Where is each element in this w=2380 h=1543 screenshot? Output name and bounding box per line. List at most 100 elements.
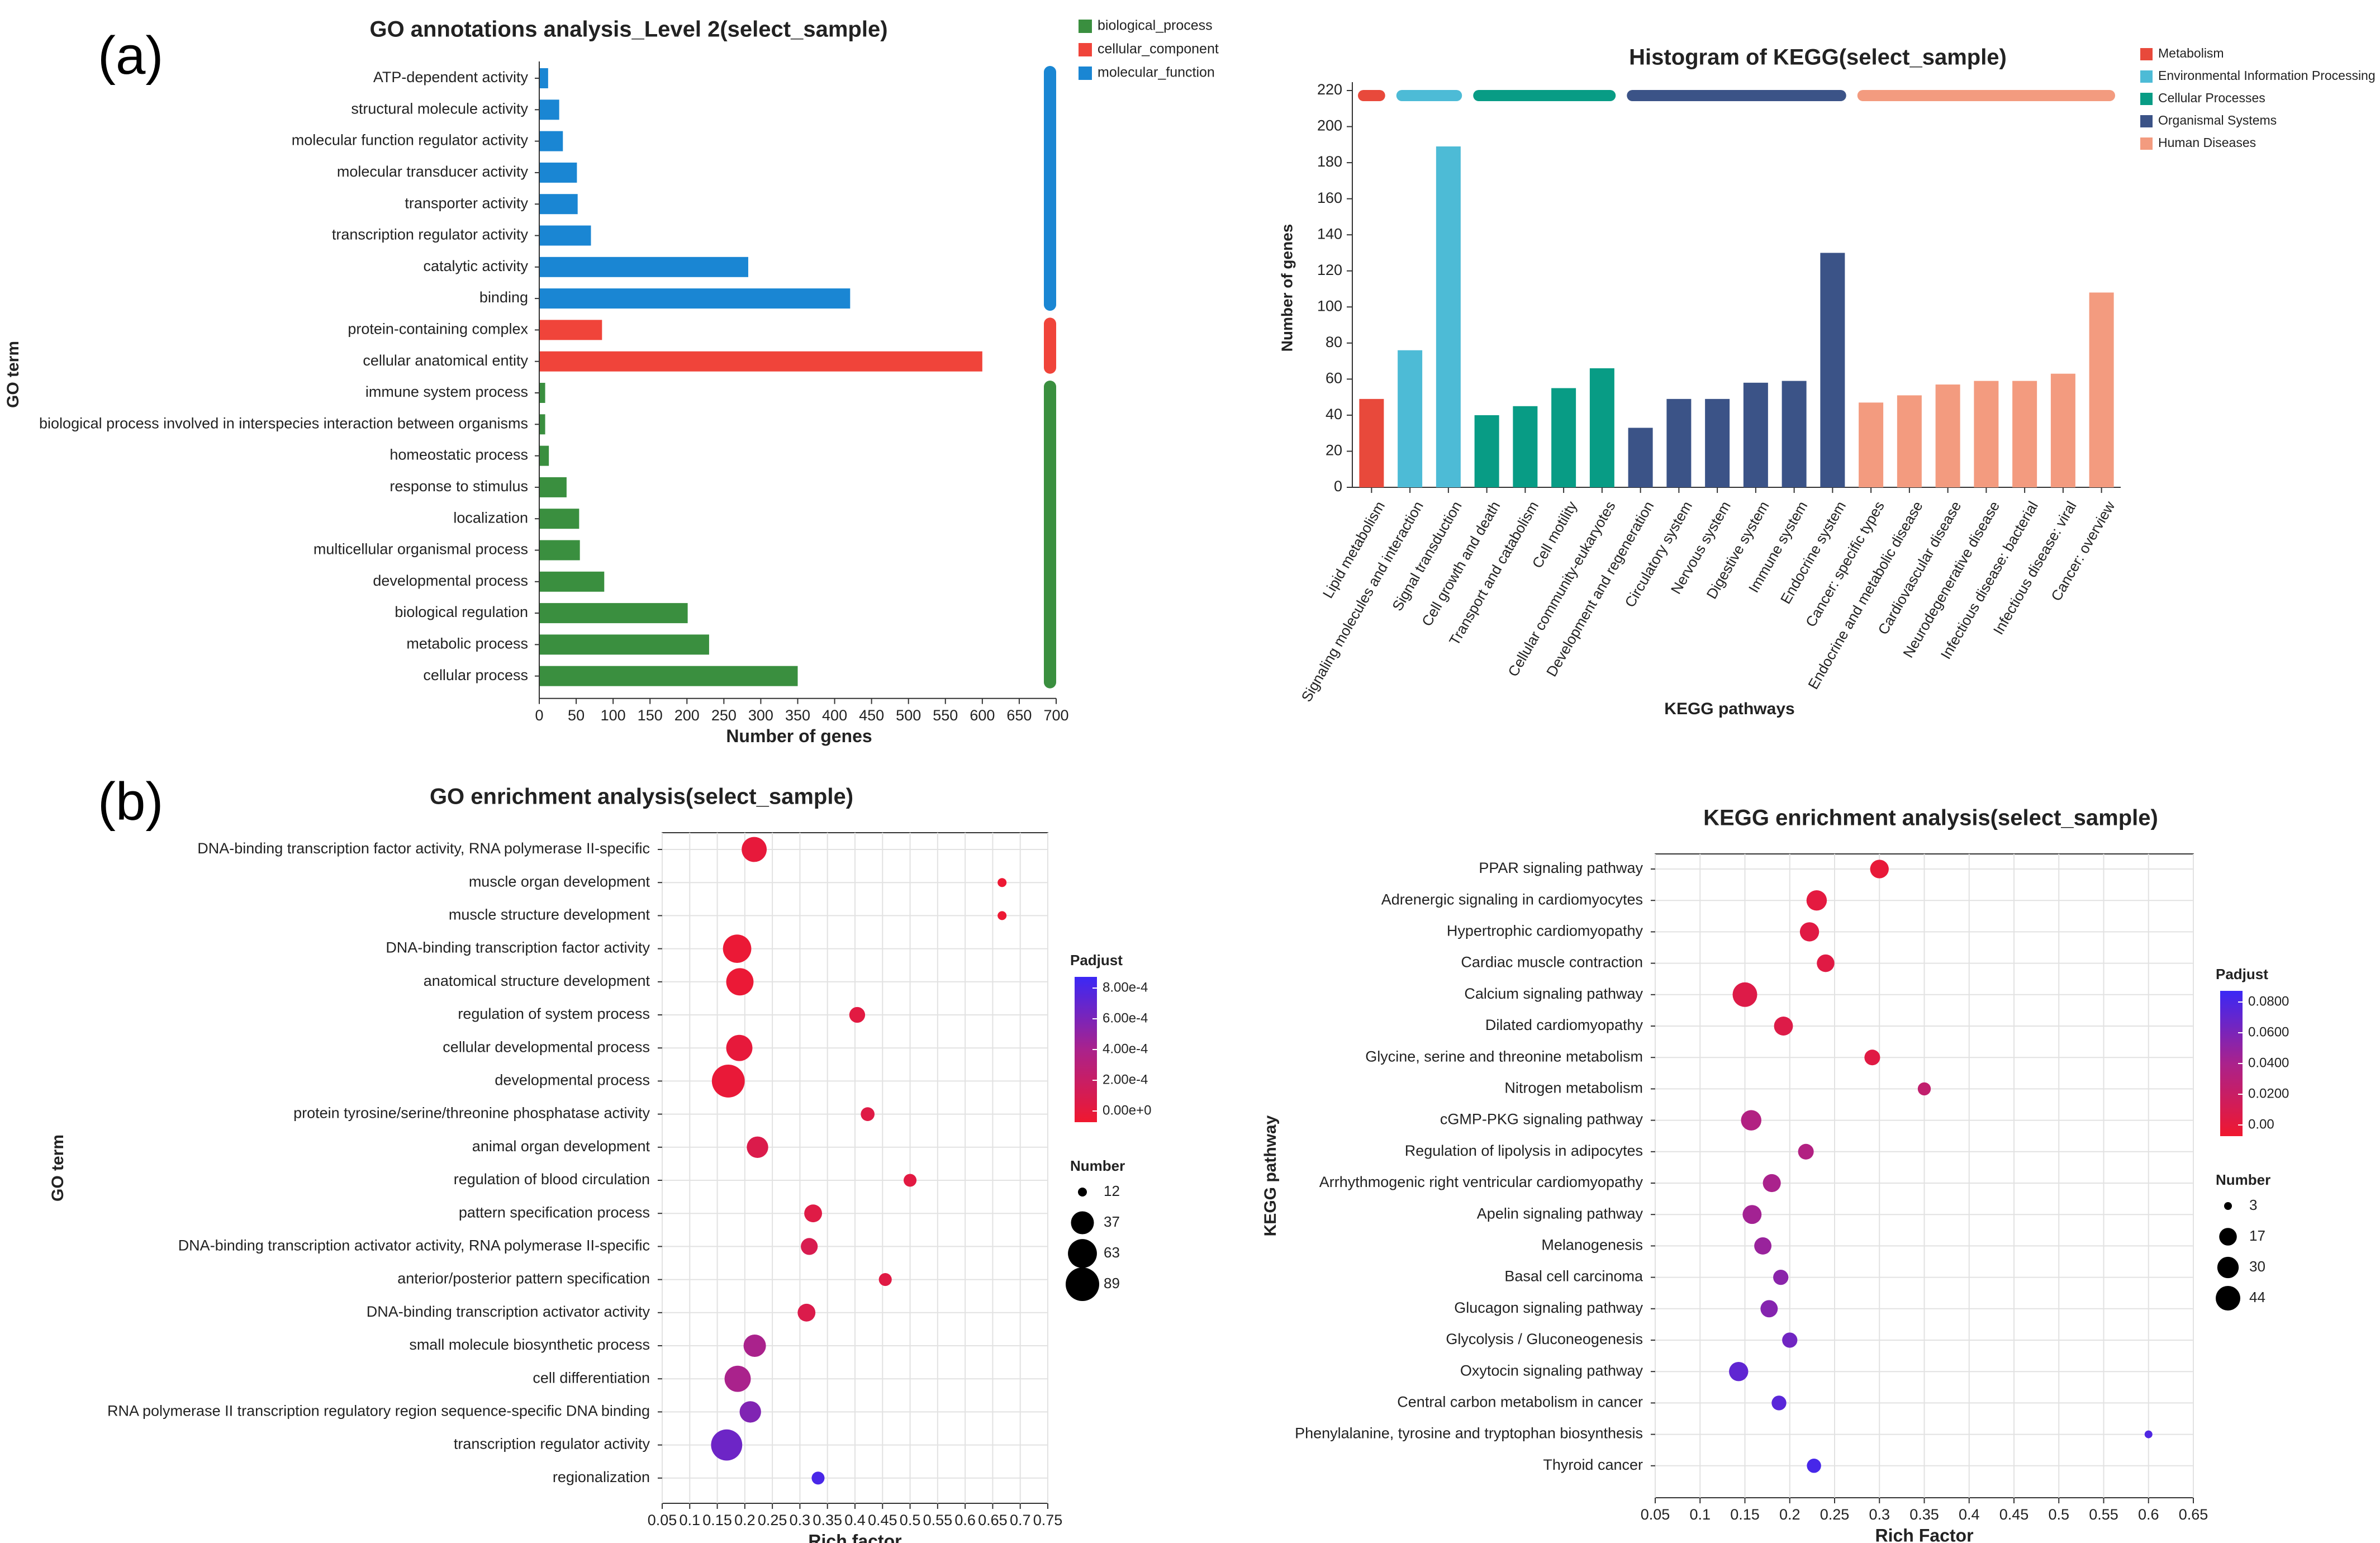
kegg-enrich-colorbar-label: 0.0800 [2248,994,2289,1009]
go-enrich-point [801,1238,818,1255]
go-enrich-y-label: muscle organ development [469,873,650,890]
kegg-enrich-size-swatch [2217,1256,2239,1279]
go-enrich-y-axis-label: GO term [49,1134,67,1202]
kegg-enrich-colorbar-label: 0.0200 [2248,1086,2289,1101]
kegg-enrich-y-axis-label: KEGG pathway [1261,1115,1280,1236]
go-enrich-y-label: pattern specification process [459,1204,650,1221]
go-enrich-y-label: regulation of system process [458,1005,650,1022]
go-enrich-point [849,1006,866,1023]
go-annot-y-label: catalytic activity [423,258,528,274]
go-annot-bar [539,477,567,497]
kegg-enrich-y-label: Glycolysis / Gluconeogenesis [1446,1331,1643,1347]
kegg-enrich-point [1917,1082,1931,1096]
kegg-enrich-point [1771,1395,1787,1411]
kegg-enrich-y-label: Phenylalanine, tyrosine and tryptophan b… [1295,1425,1643,1442]
go-enrich-y-label: anterior/posterior pattern specification [397,1270,650,1287]
kegg-hist-x-tick-label: Signal transduction [1389,498,1465,614]
go-annot-y-label: protein-containing complex [348,321,528,338]
go-enrich-point [711,1064,745,1098]
go-enrich-y-label: cellular developmental process [443,1038,650,1055]
go-enrich-size-label: 12 [1104,1183,1120,1199]
go-annot-y-label: biological regulation [395,604,528,620]
kegg-hist-legend-swatch [2140,93,2153,105]
go-annot-bar [539,445,549,466]
kegg-enrich-x-tick-label: 0.2 [1779,1506,1801,1523]
kegg-hist-title: Histogram of KEGG(select_sample) [1629,45,2007,70]
kegg-enrich-point [1799,922,1820,942]
kegg-enrich-y-label: cGMP-PKG signaling pathway [1440,1111,1643,1128]
go-enrich-title: GO enrichment analysis(select_sample) [430,785,853,809]
kegg-hist-bar [1666,398,1692,487]
kegg-enrich-x-tick-label: 0.1 [1689,1506,1711,1523]
go-enrich-x-tick-label: 0.15 [702,1512,732,1528]
kegg-enrich-padjust-title: Padjust [2216,966,2268,982]
go-enrich-number-title: Number [1070,1157,1125,1174]
go-enrich-point [861,1107,875,1121]
go-enrich-point [797,1303,816,1322]
kegg-enrich-size-swatch [2224,1202,2232,1210]
kegg-hist-bar [1551,388,1576,487]
go-enrich-y-label: DNA-binding transcription factor activit… [197,840,650,857]
go-annot-bar [539,257,748,277]
go-annot-x-tick-label: 650 [1006,707,1032,724]
go-annot-x-tick-label: 250 [711,707,737,724]
go-annot-y-axis-label: GO term [4,341,22,408]
kegg-enrich-size-label: 44 [2249,1289,2265,1305]
go-annot-x-tick-label: 300 [748,707,773,724]
go-enrich-colorbar-label: 8.00e-4 [1103,980,1148,995]
kegg-hist-bar [1705,398,1730,487]
kegg-enrich-point [1870,860,1889,879]
go-enrich-x-tick-label: 0.2 [734,1512,756,1528]
go-annot-x-tick-label: 200 [674,707,700,724]
kegg-hist-legend-swatch [2140,115,2153,127]
go-annot-y-label: multicellular organismal process [313,541,528,558]
go-enrich-colorbar-label: 0.00e+0 [1103,1103,1151,1118]
go-enrich-size-label: 63 [1104,1244,1120,1261]
panel-label-b: (b) [98,772,164,832]
go-annot-bar [539,571,605,592]
go-annot-bar [539,288,851,309]
kegg-hist-legend-label: Environmental Information Processing [2158,68,2376,83]
go-annot-y-label: ATP-dependent activity [373,69,529,86]
kegg-enrich-colorbar-label: 0.00 [2248,1117,2274,1132]
go-enrich-x-tick-label: 0.5 [900,1512,921,1528]
go-annot-title: GO annotations analysis_Level 2(select_s… [369,17,887,42]
kegg-hist-group-bar [1857,90,2115,101]
go-annot-x-tick-label: 100 [601,707,626,724]
go-annot-bar [539,634,709,655]
kegg-hist-bar [2050,373,2075,487]
kegg-enrich-colorbar-label: 0.0600 [2248,1024,2289,1039]
go-enrich-point [739,1401,761,1423]
go-enrich-point [742,837,767,862]
go-enrich-x-tick-label: 0.7 [1010,1512,1031,1528]
kegg-enrich-size-swatch [2216,1286,2240,1311]
kegg-enrich-size-swatch [2219,1228,2237,1246]
kegg-hist-legend-swatch [2140,70,2153,83]
kegg-hist-y-tick-label: 40 [1326,406,1342,422]
kegg-enrich-title: KEGG enrichment analysis(select_sample) [1703,806,2158,830]
go-enrich-y-label: developmental process [495,1072,650,1089]
kegg-hist-bar [1513,406,1538,487]
go-enrich-colorbar-label: 6.00e-4 [1103,1010,1148,1025]
go-annot-legend-swatch [1079,43,1092,56]
go-enrich-size-swatch [1066,1267,1099,1301]
kegg-enrich-point [2144,1430,2153,1438]
go-enrich-x-tick-label: 0.25 [758,1512,787,1528]
go-enrich-size-swatch [1078,1188,1087,1197]
kegg-enrich-point [1806,890,1827,911]
kegg-enrich-y-label: Glycine, serine and threonine metabolism [1365,1048,1643,1065]
kegg-hist-y-tick-label: 60 [1326,369,1342,386]
kegg-hist-bar [2012,381,2037,487]
go-enrich-y-label: small molecule biosynthetic process [409,1336,650,1353]
kegg-hist-bar [1398,350,1423,487]
kegg-enrich-point [1864,1050,1880,1066]
go-enrich-y-label: animal organ development [472,1138,650,1155]
go-annot-y-label: localization [453,509,528,526]
kegg-enrich-x-tick-label: 0.45 [1999,1506,2029,1523]
go-enrich-x-tick-label: 0.45 [868,1512,897,1528]
kegg-hist-bar [1782,381,1807,487]
kegg-enrich-colorbar-label: 0.0400 [2248,1055,2289,1070]
kegg-enrich-y-label: Arrhythmogenic right ventricular cardiom… [1319,1174,1643,1190]
kegg-hist-legend-swatch [2140,48,2153,60]
go-enrich-point [711,1429,743,1461]
